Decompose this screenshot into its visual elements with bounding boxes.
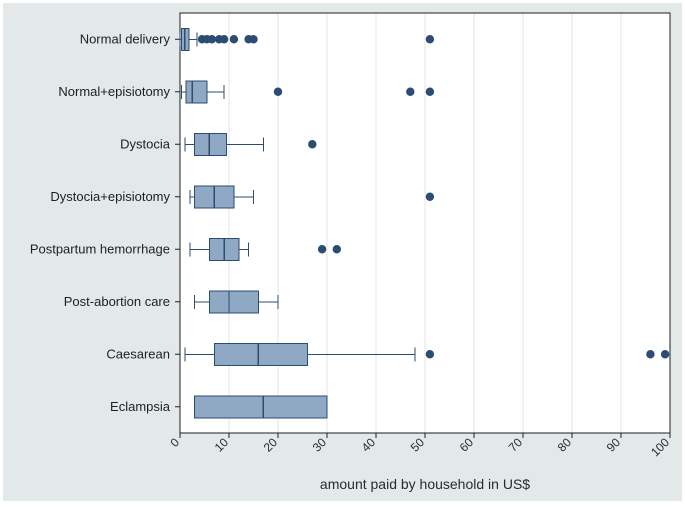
x-axis-title: amount paid by household in US$ [320, 476, 530, 492]
outlier-point [661, 350, 669, 358]
box [214, 343, 307, 365]
outlier-point [274, 88, 282, 96]
box [209, 291, 258, 313]
outlier-point [308, 140, 316, 148]
outlier-point [426, 193, 434, 201]
outlier-point [318, 245, 326, 253]
outlier-point [406, 88, 414, 96]
category-label: Post-abortion care [64, 294, 170, 309]
outlier-point [333, 245, 341, 253]
outlier-point [208, 35, 216, 43]
category-label: Postpartum hemorrhage [30, 241, 170, 256]
outlier-point [220, 35, 228, 43]
box [195, 396, 327, 418]
box [186, 81, 207, 103]
category-label: Dystocia+episiotomy [50, 189, 170, 204]
outlier-point [249, 35, 257, 43]
chart-container: 0102030405060708090100amount paid by hou… [0, 0, 685, 504]
category-label: Eclampsia [110, 399, 171, 414]
outlier-point [230, 35, 238, 43]
boxplot-svg: 0102030405060708090100amount paid by hou… [0, 0, 685, 504]
category-label: Caesarean [106, 346, 170, 361]
category-label: Normal delivery [80, 31, 171, 46]
outlier-point [426, 35, 434, 43]
category-label: Dystocia [120, 136, 171, 151]
box [195, 133, 227, 155]
outlier-point [646, 350, 654, 358]
outlier-point [426, 350, 434, 358]
category-label: Normal+episiotomy [58, 84, 170, 99]
outlier-point [426, 88, 434, 96]
